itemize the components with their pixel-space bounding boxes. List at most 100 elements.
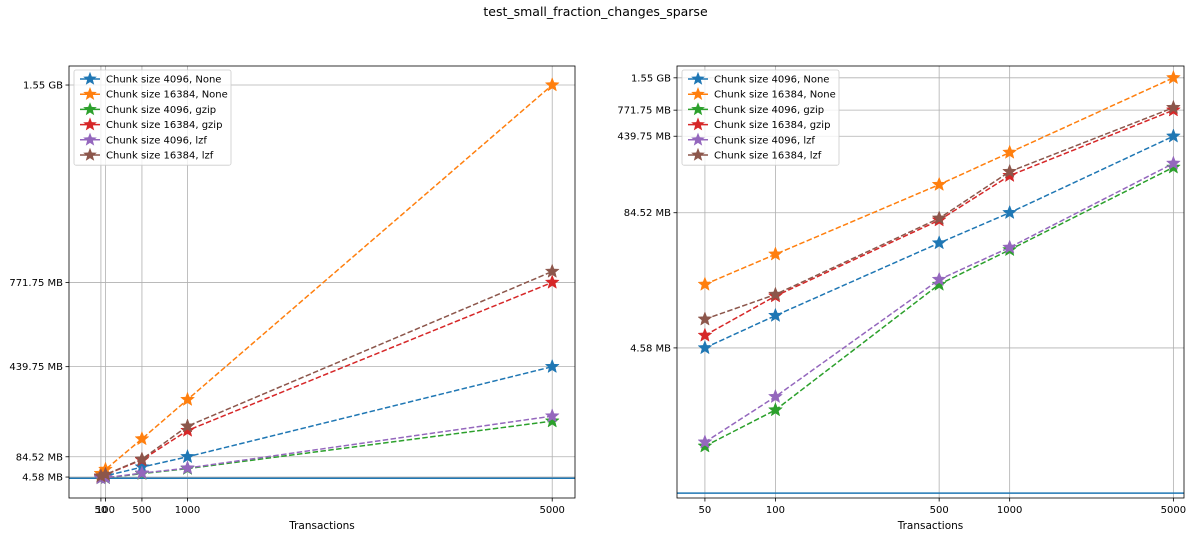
- right-legend-item: Chunk size 4096, None: [688, 71, 829, 86]
- right-x-tick-label: 5000: [1161, 505, 1186, 516]
- right-legend-label: Chunk size 4096, None: [714, 75, 829, 86]
- right-legend-star-icon: [691, 102, 705, 116]
- right-data-point: [767, 307, 783, 322]
- left-y-tick-label: 771.75 MB: [9, 278, 63, 289]
- right-legend-item: Chunk size 4096, gzip: [688, 102, 824, 116]
- left-series-4: [93, 274, 560, 484]
- right-legend-star-icon: [691, 117, 705, 131]
- left-legend-item: Chunk size 4096, lzf: [80, 132, 207, 146]
- left-data-point: [180, 422, 196, 437]
- right-data-point: [767, 286, 783, 301]
- right-legend-label: Chunk size 16384, gzip: [714, 120, 830, 131]
- left-data-point: [544, 358, 560, 374]
- figure-title: test_small_fraction_changes_sparse: [483, 4, 708, 19]
- left-x-tick-label: 1000: [175, 505, 200, 516]
- left-data-point: [180, 448, 196, 464]
- right-legend-item: Chunk size 16384, None: [688, 87, 836, 101]
- left-legend-label: Chunk size 16384, gzip: [106, 120, 222, 131]
- left-data-point: [134, 451, 150, 466]
- right-legend-label: Chunk size 4096, gzip: [714, 105, 824, 116]
- left-legend-box: [73, 69, 232, 166]
- right-data-point: [931, 271, 947, 286]
- left-y-tick-label: 84.52 MB: [16, 452, 63, 463]
- right-data-point: [697, 434, 713, 449]
- right-legend-label: Chunk size 16384, lzf: [714, 151, 822, 162]
- left-legend-label: Chunk size 16384, None: [106, 90, 228, 101]
- left-legend-item: Chunk size 4096, None: [80, 71, 221, 86]
- right-legend-star-icon: [691, 71, 705, 85]
- left-x-tick-label: 500: [132, 505, 151, 516]
- right-data-point: [1165, 99, 1181, 115]
- left-data-point: [544, 263, 560, 278]
- right-y-tick-label: 4.58 MB: [630, 343, 671, 354]
- right-data-point: [1002, 204, 1018, 220]
- left-data-point: [134, 431, 150, 446]
- right-data-point: [697, 327, 713, 342]
- left-legend: Chunk size 4096, None Chunk size 16384, N…: [73, 69, 232, 166]
- left-legend-star-icon: [83, 117, 97, 131]
- left-legend-label: Chunk size 4096, lzf: [106, 135, 207, 146]
- right-chart-panel: 50 100 500 1000 5000 4.58 MB 84.52 MB 439.75 MB…: [617, 65, 1186, 532]
- left-data-point: [180, 418, 196, 433]
- right-legend-label: Chunk size 16384, None: [714, 90, 836, 101]
- left-legend-item: Chunk size 4096, gzip: [80, 102, 216, 116]
- left-data-point: [544, 408, 560, 423]
- right-legend: Chunk size 4096, None Chunk size 16384, N…: [681, 69, 840, 166]
- right-y-tick-label: 84.52 MB: [624, 208, 671, 219]
- right-x-tick-label: 100: [766, 505, 785, 516]
- right-legend-item: Chunk size 16384, lzf: [688, 147, 822, 162]
- right-legend-box: [681, 69, 840, 166]
- right-axes-frame: [676, 65, 1185, 499]
- right-data-point: [697, 340, 713, 355]
- left-series-line: [100, 281, 553, 478]
- right-data-point: [1002, 163, 1018, 179]
- left-axes-frame: [68, 65, 576, 499]
- right-data-point: [931, 235, 947, 250]
- right-data-point: [1165, 155, 1181, 170]
- right-legend-star-icon: [691, 87, 705, 100]
- right-series-6: [697, 99, 1181, 326]
- left-data-point: [180, 391, 196, 406]
- right-x-tick-label: 1000: [997, 505, 1022, 516]
- right-series-2: [697, 69, 1181, 291]
- left-legend-star-icon: [83, 71, 97, 85]
- left-y-tick-label: 439.75 MB: [9, 362, 63, 373]
- left-legend-star-icon: [83, 147, 97, 161]
- left-x-tick-label: 50: [95, 505, 108, 516]
- left-x-tick-label: 5000: [539, 505, 564, 516]
- left-series-line: [100, 415, 553, 479]
- right-data-point: [1002, 144, 1018, 159]
- left-data-point: [544, 413, 560, 428]
- right-data-point: [767, 388, 783, 404]
- left-series-6: [93, 263, 560, 483]
- left-legend-item: Chunk size 16384, None: [80, 87, 228, 101]
- right-series-5: [697, 155, 1181, 449]
- right-data-point: [931, 176, 947, 191]
- right-data-point: [697, 276, 713, 291]
- right-data-point: [1165, 128, 1181, 143]
- right-data-point: [931, 276, 947, 291]
- left-legend-item: Chunk size 16384, gzip: [80, 117, 222, 131]
- left-legend-star-icon: [83, 132, 97, 146]
- left-data-point: [544, 274, 560, 289]
- left-legend-label: Chunk size 4096, None: [106, 75, 221, 86]
- right-legend-star-icon: [691, 132, 705, 146]
- left-y-tick-label: 4.58 MB: [22, 473, 63, 484]
- right-x-axis-label: Transactions: [897, 520, 964, 532]
- left-data-point: [97, 466, 113, 481]
- left-y-tick-label: 1.55 GB: [23, 81, 63, 92]
- right-legend-label: Chunk size 4096, lzf: [714, 135, 815, 146]
- right-x-tick-label: 50: [699, 505, 712, 516]
- right-y-tick-label: 439.75 MB: [617, 132, 671, 143]
- left-legend-label: Chunk size 16384, lzf: [106, 151, 214, 162]
- left-legend-star-icon: [83, 102, 97, 116]
- left-x-tick-label: 100: [96, 505, 115, 516]
- right-legend-item: Chunk size 4096, lzf: [688, 132, 815, 146]
- right-y-tick-label: 771.75 MB: [617, 106, 671, 117]
- left-legend-star-icon: [83, 87, 97, 100]
- right-data-point: [931, 210, 947, 225]
- right-data-point: [1165, 69, 1181, 85]
- right-data-point: [767, 246, 783, 261]
